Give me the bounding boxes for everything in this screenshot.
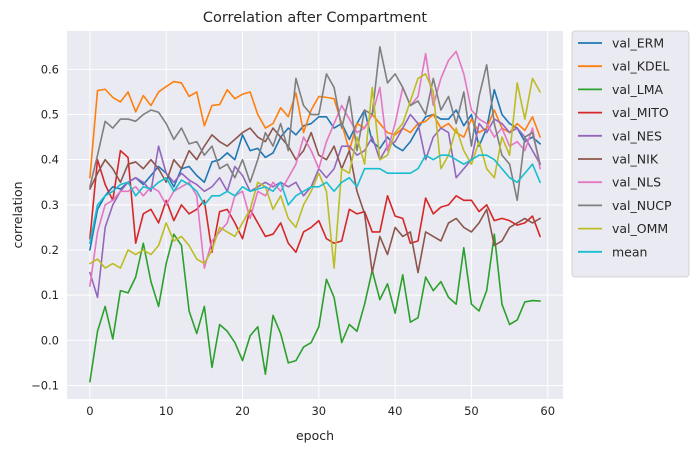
y-tick-label: 0.3: [41, 198, 59, 212]
series-line-val-nls: [89, 50, 541, 287]
x-tick-label: 30: [311, 404, 326, 418]
legend-item: val_MITO: [578, 105, 669, 120]
legend-item: val_KDEL: [578, 59, 670, 74]
series-line-mean: [89, 154, 541, 245]
legend-label: val_KDEL: [612, 59, 670, 74]
series-line-val-lma: [89, 233, 541, 383]
legend-label: val_NES: [612, 128, 662, 143]
y-tick-label: 0.4: [41, 153, 59, 167]
x-tick-label: 0: [86, 404, 93, 418]
legend-label: val_NUCP: [612, 198, 672, 213]
legend-item: val_NES: [578, 128, 662, 143]
series-line-val-nes: [89, 113, 541, 299]
legend-label: val_OMM: [612, 221, 668, 236]
legend-label: val_NIK: [612, 152, 659, 167]
y-tick-label: 0.2: [41, 243, 59, 257]
legend-item: val_ERM: [578, 36, 664, 51]
x-tick-label: 50: [464, 404, 479, 418]
x-tick-label: 60: [540, 404, 555, 418]
y-tick-label: 0.6: [41, 62, 59, 76]
x-tick-label: 20: [235, 404, 250, 418]
y-tick-labels: −0.1 0.0 0.1 0.2 0.3 0.4 0.5 0.6: [31, 62, 59, 392]
legend-item: val_LMA: [578, 82, 664, 97]
series-line-val-kdel: [89, 80, 541, 179]
x-tick-labels: 0 10 20 30 40 50 60: [86, 404, 555, 418]
series-lines: [89, 45, 541, 383]
legend-item: val_NLS: [578, 175, 661, 190]
series-line-val-nik: [89, 127, 541, 274]
legend: val_ERM val_KDEL val_LMA val_MITO val_NESval…: [571, 30, 690, 278]
x-tick-label: 10: [159, 404, 174, 418]
chart-title: Correlation after Compartment: [203, 10, 428, 26]
legend-item: mean: [578, 244, 647, 259]
legend-box: [571, 30, 690, 278]
y-tick-label: 0.0: [41, 333, 59, 347]
y-tick-label: 0.5: [41, 108, 59, 122]
series-line-val-omm: [89, 73, 541, 269]
x-tick-label: 40: [388, 404, 403, 418]
legend-item: val_NUCP: [578, 198, 672, 213]
y-axis-label: correlation: [10, 181, 25, 248]
legend-label: val_MITO: [612, 105, 669, 120]
series-line-val-erm: [89, 88, 541, 251]
y-tick-label: 0.1: [41, 288, 59, 302]
y-tick-label: −0.1: [31, 378, 59, 392]
legend-label: val_NLS: [612, 175, 661, 190]
legend-item: val_OMM: [578, 221, 668, 236]
legend-label: val_LMA: [612, 82, 664, 97]
legend-item: val_NIK: [578, 152, 659, 167]
legend-label: mean: [612, 244, 647, 259]
legend-label: val_ERM: [612, 36, 664, 51]
x-axis-label: epoch: [296, 428, 334, 443]
series-line-val-nucp: [89, 45, 541, 202]
